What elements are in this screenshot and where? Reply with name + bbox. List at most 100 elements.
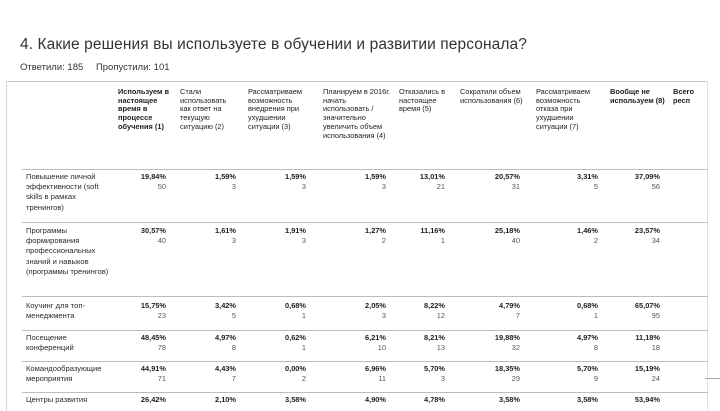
response-stats: Ответили: 185 Пропустили: 101 xyxy=(20,62,180,73)
cell-count: 56 xyxy=(651,182,660,192)
cell-percent: 3,58% xyxy=(577,395,598,404)
cell-percent: 1,91% xyxy=(285,226,306,235)
table-cell: 13,01% 21 xyxy=(395,172,445,192)
row-label: Коучинг для топ-менеджмента xyxy=(26,301,85,321)
cell-percent: 0,00% xyxy=(285,364,306,373)
cell-count: 24 xyxy=(651,374,660,384)
table-cell: 15,75% 23 xyxy=(116,301,166,321)
table-cell: 37,09% 56 xyxy=(610,172,660,192)
row-separator xyxy=(22,361,708,362)
cell-count: 2 xyxy=(301,374,306,384)
cell-count: 10 xyxy=(377,343,386,353)
cell-count: 32 xyxy=(511,343,520,353)
cell-percent: 19,84% xyxy=(140,172,166,181)
table-cell: 8,21% 13 xyxy=(395,333,445,353)
table-cell: 11,16% 1 xyxy=(395,226,445,246)
cell-percent: 6,96% xyxy=(365,364,386,373)
cell-percent: 0,68% xyxy=(285,301,306,310)
cell-percent: 30,57% xyxy=(140,226,166,235)
cell-count: 40 xyxy=(511,236,520,246)
cell-count: 18 xyxy=(651,343,660,353)
answered-count: Ответили: 185 xyxy=(20,62,84,73)
skipped-count: Пропустили: 101 xyxy=(95,62,170,73)
cell-count: 31 xyxy=(511,182,520,192)
cell-percent: 44,91% xyxy=(140,364,166,373)
table-cell: 4,78% xyxy=(395,395,445,405)
cell-percent: 18,35% xyxy=(494,364,520,373)
row-label: Повышение личной эффективности (soft ski… xyxy=(26,172,99,212)
cell-count: 7 xyxy=(515,311,520,321)
cell-percent: 1,59% xyxy=(365,172,386,181)
cell-count: 5 xyxy=(593,182,598,192)
cell-percent: 4,43% xyxy=(215,364,236,373)
cell-percent: 13,01% xyxy=(419,172,445,181)
cell-percent: 11,16% xyxy=(420,226,445,235)
table-cell: 1,59% 3 xyxy=(336,172,386,192)
table-cell: 4,43% 7 xyxy=(186,364,236,384)
table-left-border xyxy=(6,81,7,411)
column-header: Рассматриваем возможность внедрения при … xyxy=(248,88,302,131)
table-cell: 26,42% xyxy=(116,395,166,405)
cell-percent: 48,45% xyxy=(140,333,166,342)
column-header: Вообще не используем (8) xyxy=(610,88,665,105)
cell-count: 13 xyxy=(436,343,445,353)
column-header: Рассматриваем возможность отказа при уху… xyxy=(536,88,590,131)
table-cell: 3,58% xyxy=(256,395,306,405)
table-cell: 3,58% xyxy=(548,395,598,405)
table-cell: 0,68% 1 xyxy=(548,301,598,321)
cell-count: 3 xyxy=(381,311,386,321)
table-cell: 3,42% 5 xyxy=(186,301,236,321)
table-cell: 20,57% 31 xyxy=(470,172,520,192)
column-header: Стали использовать как ответ на текущую … xyxy=(180,88,227,131)
cell-percent: 1,59% xyxy=(215,172,236,181)
table-cell: 1,27% 2 xyxy=(336,226,386,246)
cell-count: 3 xyxy=(231,236,236,246)
table-cell: 5,70% 3 xyxy=(395,364,445,384)
table-cell: 19,88% 32 xyxy=(470,333,520,353)
cell-percent: 25,18% xyxy=(494,226,520,235)
row-separator xyxy=(22,296,708,297)
page-title: 4. Какие решения вы используете в обучен… xyxy=(20,36,527,53)
cell-percent: 3,58% xyxy=(499,395,520,404)
cell-count: 21 xyxy=(436,182,445,192)
cell-percent: 8,21% xyxy=(424,333,445,342)
cell-count: 1 xyxy=(440,236,445,246)
table-cell: 4,79% 7 xyxy=(470,301,520,321)
cell-percent: 37,09% xyxy=(634,172,660,181)
table-cell: 0,62% 1 xyxy=(256,333,306,353)
table-cell: 6,96% 11 xyxy=(336,364,386,384)
table-cell: 3,31% 5 xyxy=(548,172,598,192)
column-header: Планируем в 2016г. начать использовать /… xyxy=(323,88,391,140)
cell-percent: 11,18% xyxy=(635,333,660,342)
table-cell: 48,45% 78 xyxy=(116,333,166,353)
cell-percent: 2,05% xyxy=(365,301,386,310)
table-cell: 6,21% 10 xyxy=(336,333,386,353)
row-separator xyxy=(22,222,708,223)
row-label: Центры развития xyxy=(26,395,88,404)
table-cell: 2,10% xyxy=(186,395,236,405)
table-cell: 4,90% xyxy=(336,395,386,405)
row-label: Посещение конференций xyxy=(26,333,74,353)
table-cell: 1,46% 2 xyxy=(548,226,598,246)
cell-count: 40 xyxy=(157,236,166,246)
cell-percent: 3,42% xyxy=(215,301,236,310)
cell-percent: 23,57% xyxy=(634,226,660,235)
cell-percent: 1,27% xyxy=(365,226,386,235)
column-header: Отказались в настоящее время (5) xyxy=(399,88,446,114)
table-cell: 18,35% 29 xyxy=(470,364,520,384)
table-cell: 0,00% 2 xyxy=(256,364,306,384)
cell-count: 50 xyxy=(157,182,166,192)
table-right-border xyxy=(707,81,708,411)
cell-percent: 26,42% xyxy=(140,395,166,404)
table-cell: 11,18% 18 xyxy=(610,333,660,353)
cell-percent: 8,22% xyxy=(424,301,445,310)
table-cell: 8,22% 12 xyxy=(395,301,445,321)
cell-count: 3 xyxy=(440,374,445,384)
cell-count: 95 xyxy=(651,311,660,321)
cell-count: 3 xyxy=(231,182,236,192)
cell-percent: 53,94% xyxy=(634,395,660,404)
scroll-indicator[interactable] xyxy=(705,378,720,379)
cell-percent: 0,62% xyxy=(285,333,306,342)
cell-count: 71 xyxy=(157,374,166,384)
cell-count: 23 xyxy=(157,311,166,321)
